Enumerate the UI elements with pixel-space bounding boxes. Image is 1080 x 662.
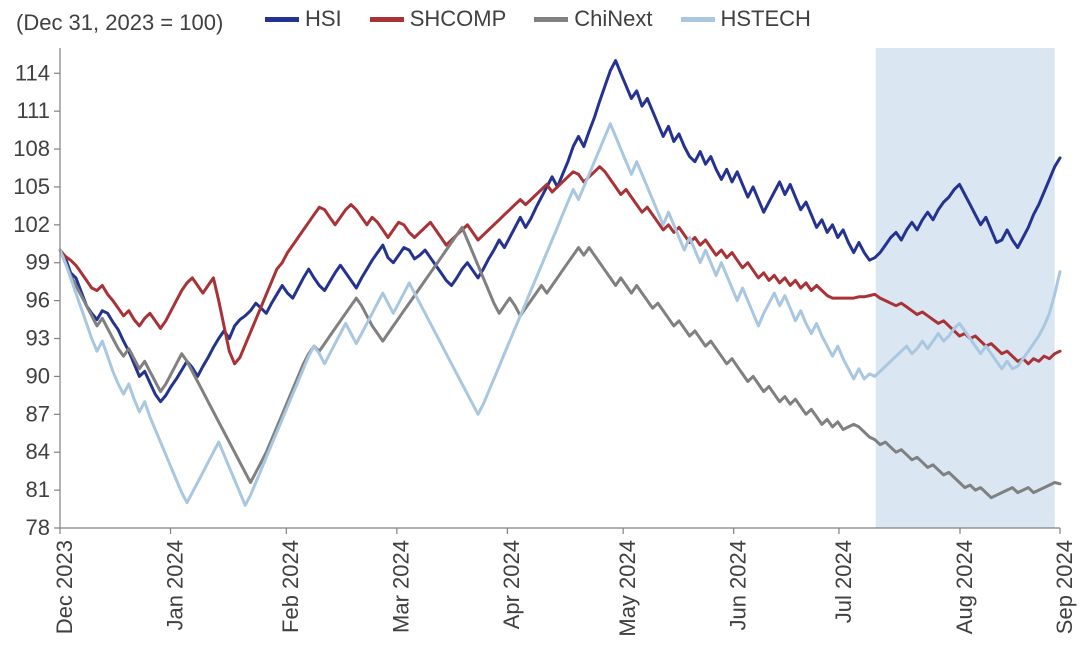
svg-text:Mar 2024: Mar 2024 [389, 540, 414, 633]
plot-svg: 78 81 84 87 90 93 96 99 102 105 108 111 114 Dec 2023 J… [0, 0, 1080, 662]
svg-text:102: 102 [13, 212, 50, 237]
svg-text:Feb 2024: Feb 2024 [278, 540, 303, 633]
svg-text:114: 114 [15, 60, 50, 85]
svg-text:111: 111 [17, 98, 50, 123]
svg-text:Sep 2024: Sep 2024 [1052, 540, 1077, 634]
svg-text:May 2024: May 2024 [615, 540, 640, 637]
svg-text:99: 99 [26, 250, 50, 275]
svg-text:81: 81 [26, 477, 50, 502]
line-chart: (Dec 31, 2023 = 100) HSI SHCOMP ChiNext … [0, 0, 1080, 662]
svg-text:93: 93 [26, 326, 50, 351]
svg-text:105: 105 [13, 174, 50, 199]
svg-text:84: 84 [26, 439, 50, 464]
svg-text:Jun 2024: Jun 2024 [725, 540, 750, 631]
svg-text:78: 78 [26, 515, 50, 540]
svg-text:108: 108 [13, 136, 50, 161]
svg-text:Dec 2023: Dec 2023 [52, 540, 77, 634]
svg-text:87: 87 [26, 401, 50, 426]
svg-text:Jul 2024: Jul 2024 [831, 540, 856, 623]
svg-text:Aug 2024: Aug 2024 [952, 540, 977, 634]
svg-text:Jan 2024: Jan 2024 [162, 540, 187, 631]
svg-text:90: 90 [26, 363, 50, 388]
svg-text:96: 96 [26, 288, 50, 313]
svg-text:Apr 2024: Apr 2024 [499, 540, 524, 629]
